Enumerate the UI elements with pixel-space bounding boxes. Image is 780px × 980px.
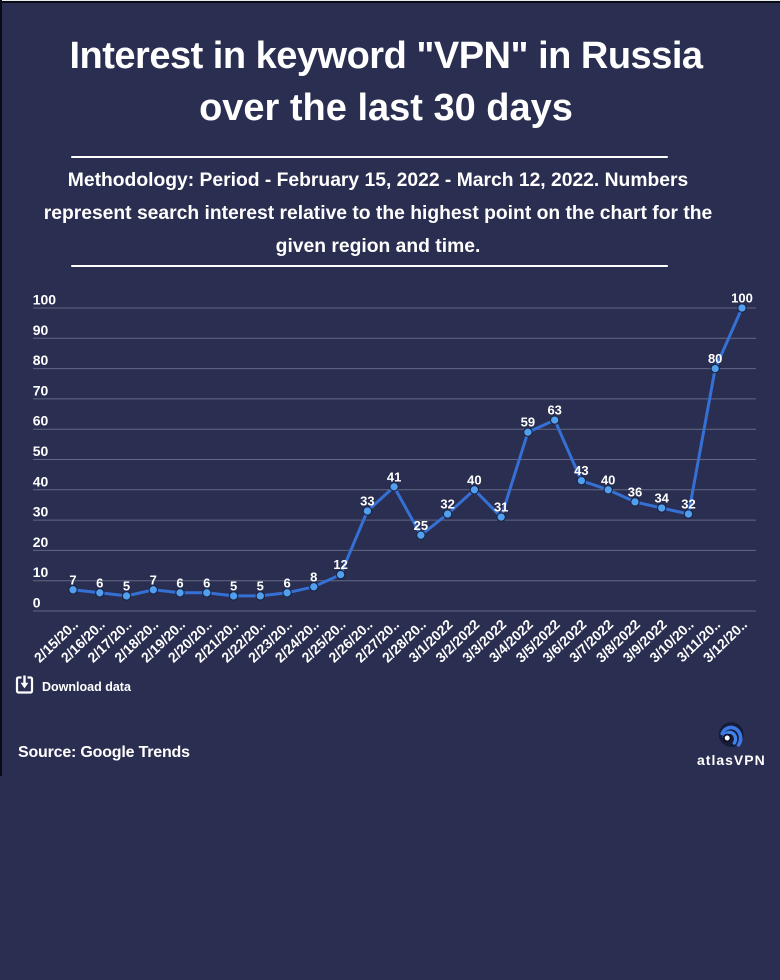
- svg-text:8: 8: [310, 569, 317, 584]
- svg-text:5: 5: [257, 578, 264, 593]
- svg-text:6: 6: [96, 575, 103, 590]
- svg-text:5: 5: [123, 578, 130, 593]
- svg-text:6: 6: [176, 575, 183, 590]
- svg-text:12: 12: [333, 557, 347, 572]
- svg-text:100: 100: [731, 291, 753, 306]
- svg-text:0: 0: [33, 595, 41, 611]
- svg-text:5: 5: [230, 578, 237, 593]
- svg-text:80: 80: [708, 351, 722, 366]
- svg-text:36: 36: [628, 484, 642, 499]
- svg-text:20: 20: [33, 534, 49, 550]
- svg-text:50: 50: [33, 443, 49, 459]
- svg-text:6: 6: [283, 575, 290, 590]
- svg-text:70: 70: [33, 382, 49, 398]
- svg-text:80: 80: [33, 352, 49, 368]
- svg-text:33: 33: [360, 494, 374, 509]
- svg-text:100: 100: [33, 292, 57, 308]
- svg-text:7: 7: [69, 572, 76, 587]
- svg-text:40: 40: [467, 472, 481, 487]
- svg-text:40: 40: [601, 472, 615, 487]
- svg-text:10: 10: [33, 564, 49, 580]
- svg-text:30: 30: [33, 504, 49, 520]
- svg-text:63: 63: [547, 403, 561, 418]
- svg-text:32: 32: [681, 497, 695, 512]
- svg-text:41: 41: [387, 469, 401, 484]
- svg-text:90: 90: [33, 322, 49, 338]
- svg-text:34: 34: [654, 491, 669, 506]
- svg-text:7: 7: [150, 572, 157, 587]
- svg-text:25: 25: [414, 518, 428, 533]
- svg-text:6: 6: [203, 575, 210, 590]
- svg-text:40: 40: [33, 473, 49, 489]
- svg-text:60: 60: [33, 413, 49, 429]
- svg-text:31: 31: [494, 500, 508, 515]
- svg-text:59: 59: [521, 415, 535, 430]
- svg-text:43: 43: [574, 463, 588, 478]
- svg-text:32: 32: [440, 497, 454, 512]
